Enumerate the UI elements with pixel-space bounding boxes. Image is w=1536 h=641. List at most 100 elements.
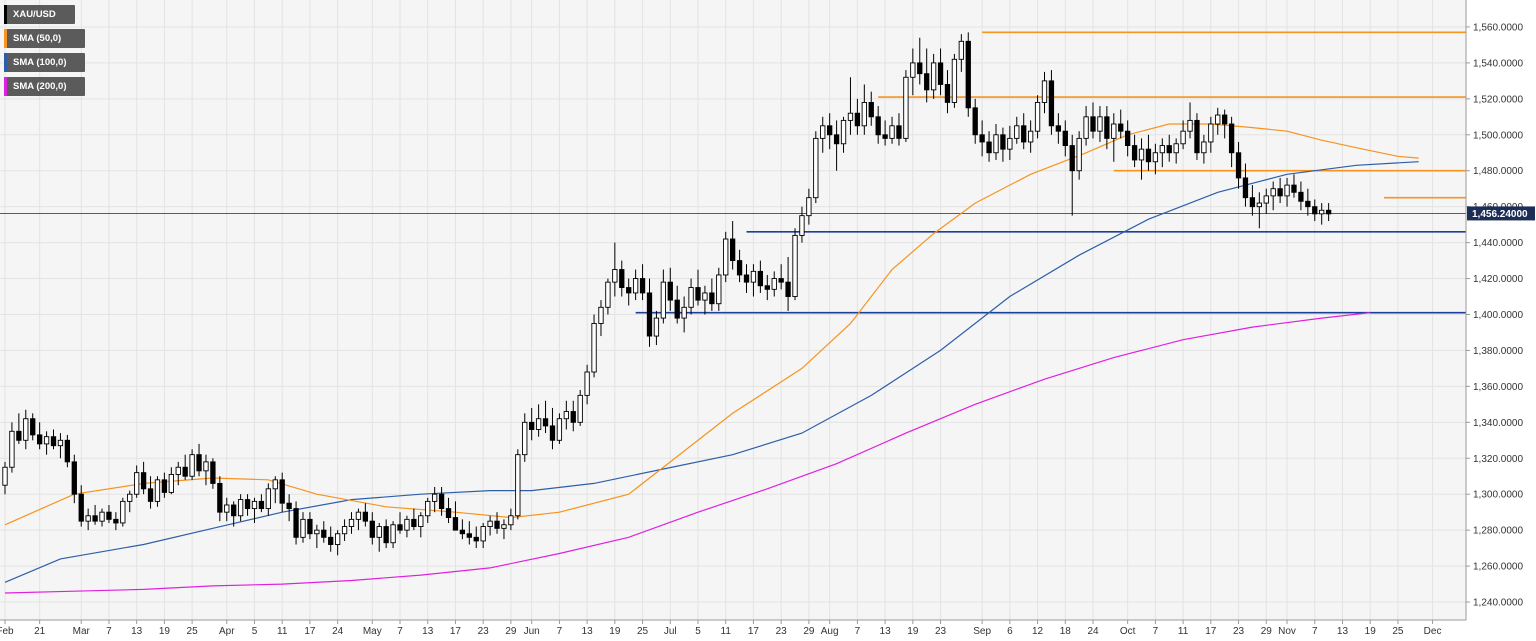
candle [535,404,542,437]
candle [1083,106,1089,146]
candle [390,521,396,549]
candle [626,278,632,306]
candle [321,521,327,543]
candle [1111,113,1117,162]
x-tick-label: Jun [524,626,540,637]
candle [487,515,493,536]
candle-body [917,62,923,75]
candle [92,504,98,525]
x-tick-label: 24 [332,626,344,637]
candle-body [1159,145,1165,154]
candle-body [1083,116,1089,139]
candle [542,400,549,434]
price-box [1467,206,1535,221]
candle-body [355,511,362,520]
candle [1208,116,1214,153]
candle-body [1270,188,1276,197]
y-axis: 1,240.0000 1,260.0000 1,280.0000 1,300.0000… [1465,0,1523,620]
candle [397,512,403,534]
candle [979,120,985,157]
legend-label: XAU/USD [13,9,56,20]
candle [376,522,382,552]
candle-body [1291,184,1297,193]
candle [1000,127,1006,162]
candle [196,443,202,477]
candle-body [584,371,590,396]
candle [57,433,64,459]
x-tick-label: 19 [609,626,621,637]
candle-body [653,317,660,337]
x-tick-label: 23 [776,626,788,637]
candle [1076,131,1082,180]
candle [64,434,71,468]
y-tick-label: 1,440.0000 [1473,238,1523,249]
candle [1291,174,1297,198]
candle-body [979,134,985,143]
candle-body [1069,145,1075,172]
legend-item-sma200[interactable]: SMA (200,0) [4,77,85,96]
candle [1263,188,1269,214]
candle-body [556,418,563,441]
candle [1152,143,1159,175]
x-tick-label: 23 [935,626,947,637]
candle-body [709,292,715,305]
sma200-line [4,312,1371,594]
candle-body [1208,123,1214,143]
candle [494,512,500,534]
candle [660,269,667,324]
x-tick-label: Mar [73,626,91,637]
legend-item-sma100[interactable]: SMA (100,0) [4,53,85,72]
legend-item-sma50[interactable]: SMA (50,0) [4,29,85,48]
candle-body [404,518,410,531]
candle-body [203,461,209,472]
candle-body [1256,202,1262,208]
candle-body [217,482,223,513]
candle [300,512,306,543]
candle [778,264,784,290]
candle-body [1048,80,1055,127]
x-tick-label: 17 [748,626,760,637]
y-tick-label: 1,380.0000 [1473,346,1523,357]
y-tick-label: 1,500.0000 [1473,130,1523,141]
sma100-line [4,161,1419,583]
x-tick-label: 29 [803,626,815,637]
candle-body [688,287,694,308]
legend-item-xauusd[interactable]: XAU/USD [4,5,75,24]
candle-body [750,270,757,283]
candle-body [930,62,937,91]
candle [944,70,951,114]
candle [182,454,188,480]
candle [1194,113,1200,160]
candle [258,494,265,513]
candle [716,267,722,311]
candle [175,461,181,486]
candle [85,508,91,531]
candle-body [134,472,140,495]
candle [50,429,57,450]
candle [896,113,902,146]
current-price-marker: 1,456.24000 [1467,206,1535,221]
candle-body [57,439,64,447]
candle-body [43,436,50,445]
candle [307,512,313,540]
candle [9,422,15,473]
candle [341,519,348,541]
candle [1270,181,1276,211]
candle-body [175,466,181,475]
candle [466,521,472,545]
candle [771,271,777,297]
candle-body [813,137,819,199]
candle [508,508,514,531]
y-tick-label: 1,420.0000 [1473,274,1523,285]
candle [279,472,285,513]
candle-body [140,472,147,490]
candle-body [605,281,611,308]
candle [1034,95,1041,139]
candle [286,494,292,522]
candle-body [106,511,112,520]
candle-body [265,488,271,510]
x-tick-label: 23 [1233,626,1245,637]
candle [833,120,840,171]
candle-body [972,107,978,136]
